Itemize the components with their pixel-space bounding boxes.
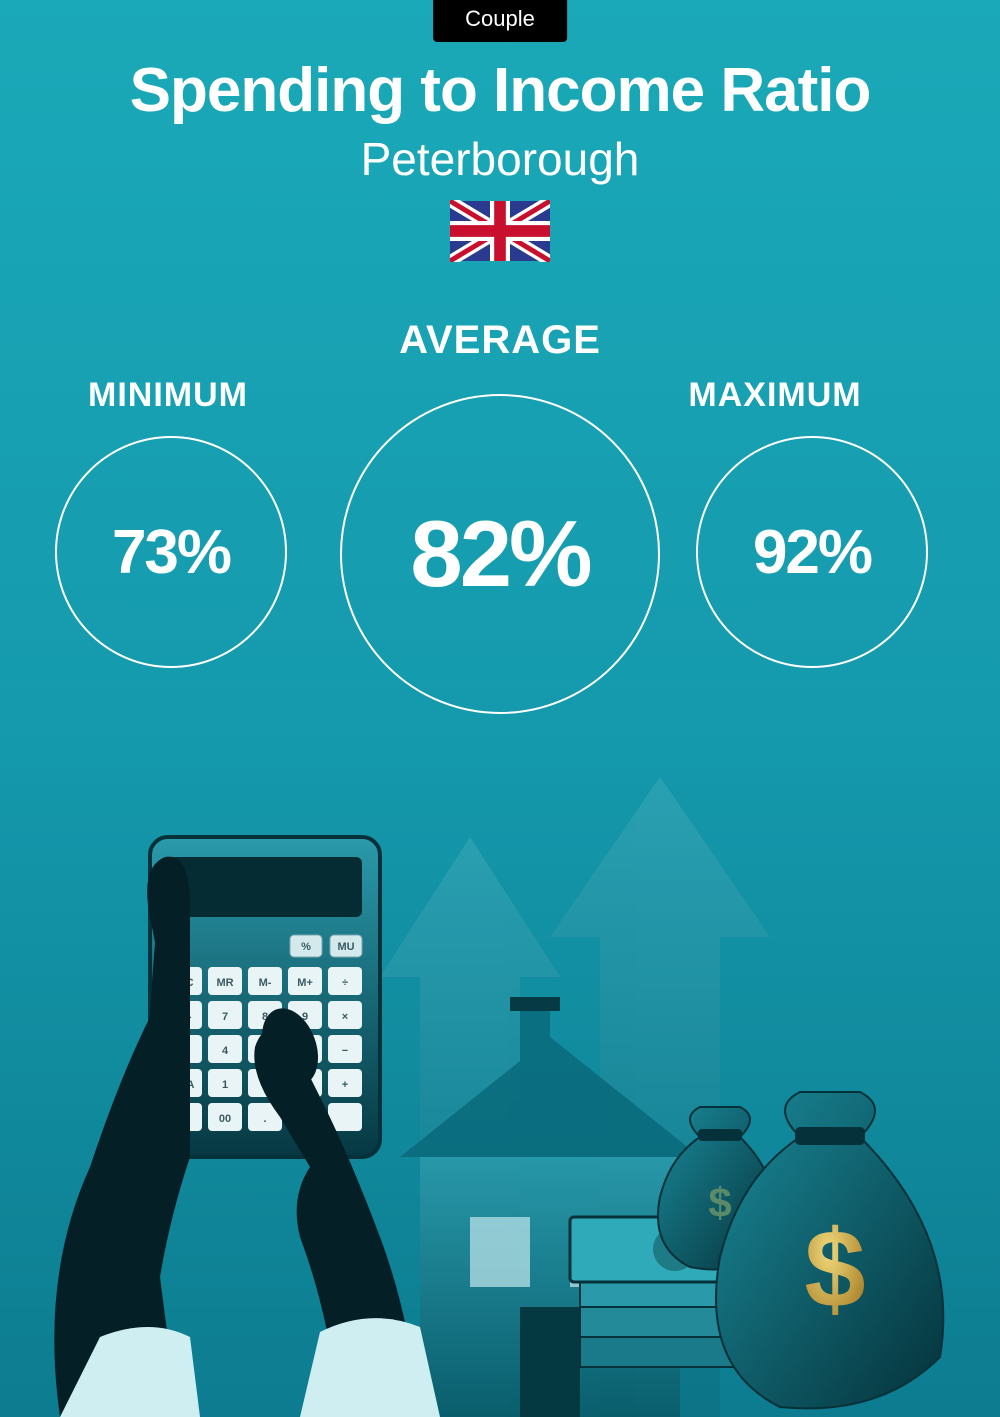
- maximum-label: MAXIMUM: [665, 376, 885, 415]
- maximum-circle: 92%: [696, 436, 928, 668]
- minimum-value: 73%: [112, 517, 230, 588]
- svg-text:6: 6: [302, 1045, 308, 1057]
- average-circle: 82%: [340, 394, 660, 714]
- average-value: 82%: [410, 500, 589, 608]
- svg-text:MR: MR: [216, 977, 233, 989]
- uk-flag-icon: [450, 200, 550, 262]
- page-title: Spending to Income Ratio: [0, 55, 1000, 126]
- svg-text:MU: MU: [337, 941, 354, 953]
- svg-text:−: −: [342, 1045, 348, 1057]
- minimum-label: MINIMUM: [58, 376, 278, 415]
- svg-text:1: 1: [222, 1079, 228, 1091]
- svg-text:×: ×: [342, 1011, 348, 1023]
- svg-text:+: +: [342, 1079, 348, 1091]
- category-badge: Couple: [433, 0, 567, 42]
- svg-text:$: $: [708, 1179, 731, 1226]
- hands-icon: [54, 857, 440, 1417]
- maximum-value: 92%: [753, 517, 871, 588]
- arrows-icon: [380, 777, 770, 1417]
- cash-stack-icon: [570, 1217, 780, 1367]
- svg-text:C/A: C/A: [176, 1079, 195, 1091]
- svg-text:3: 3: [302, 1079, 308, 1091]
- calculator-icon: %MU MCMRM-M+÷ +/-789× ▶456− C/A123+ 000.…: [150, 837, 380, 1157]
- svg-text:MC: MC: [176, 977, 193, 989]
- svg-text:4: 4: [222, 1045, 229, 1057]
- svg-text:7: 7: [222, 1011, 228, 1023]
- location-subtitle: Peterborough: [0, 132, 1000, 186]
- average-label: AVERAGE: [0, 318, 1000, 363]
- svg-text:M+: M+: [297, 977, 313, 989]
- svg-text:÷: ÷: [342, 977, 348, 989]
- svg-text:.: .: [263, 1113, 266, 1125]
- svg-text:9: 9: [302, 1011, 308, 1023]
- money-bag-small-icon: $: [658, 1107, 776, 1270]
- svg-text:5: 5: [262, 1045, 268, 1057]
- minimum-circle: 73%: [55, 436, 287, 668]
- money-bag-large-icon: $: [716, 1092, 943, 1408]
- svg-text:%: %: [301, 941, 311, 953]
- svg-text:2: 2: [262, 1079, 268, 1091]
- house-icon: [400, 997, 700, 1417]
- svg-text:M-: M-: [259, 977, 272, 989]
- svg-text:▶: ▶: [180, 1045, 190, 1057]
- finance-illustration: $ $: [0, 717, 1000, 1417]
- svg-text:8: 8: [262, 1011, 268, 1023]
- svg-text:0: 0: [182, 1113, 188, 1125]
- svg-text:00: 00: [219, 1113, 231, 1125]
- svg-text:=: =: [302, 1113, 308, 1125]
- svg-text:$: $: [804, 1208, 865, 1331]
- svg-text:+/-: +/-: [178, 1011, 191, 1023]
